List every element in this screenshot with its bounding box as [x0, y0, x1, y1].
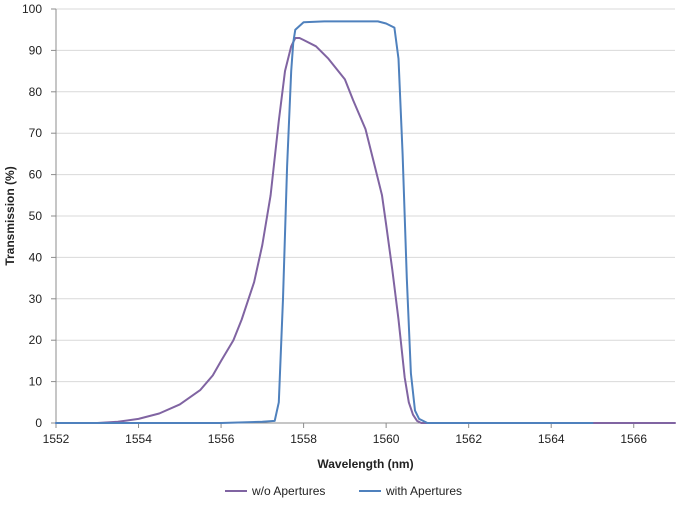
series-line-with-apertures	[55, 20, 594, 424]
x-tick-label: 1554	[125, 432, 152, 446]
y-axis-title: Transmission (%)	[3, 166, 17, 265]
series-line-without-apertures	[55, 37, 676, 424]
x-axis-title: Wavelength (nm)	[317, 457, 413, 471]
x-tick-label: 1566	[620, 432, 647, 446]
x-tick-label: 1558	[290, 432, 317, 446]
y-tick-label: 40	[29, 250, 43, 264]
x-tick-label: 1556	[208, 432, 235, 446]
legend: w/o Apertures with Apertures	[225, 484, 462, 498]
y-tick-label: 80	[29, 85, 43, 99]
y-tick-label: 90	[29, 43, 43, 57]
x-tick-label: 1552	[43, 432, 70, 446]
y-tick-label: 70	[29, 126, 43, 140]
x-tick-label: 1564	[538, 432, 565, 446]
legend-label: w/o Apertures	[251, 484, 325, 498]
gridlines	[56, 8, 675, 383]
y-tick-label: 50	[29, 209, 43, 223]
x-tick-label: 1562	[455, 432, 482, 446]
y-tick-label: 0	[35, 416, 42, 430]
tick-labels: 0 10 20 30 40 50 60 70 80 90 100 1552 1554 1556 1558 15…	[22, 2, 647, 446]
series-lines	[55, 20, 676, 424]
y-tick-label: 10	[29, 375, 43, 389]
y-tick-label: 100	[22, 2, 42, 16]
x-tick-label: 1560	[373, 432, 400, 446]
axes	[51, 8, 675, 428]
legend-label: with Apertures	[385, 484, 462, 498]
y-tick-label: 30	[29, 292, 43, 306]
y-tick-label: 60	[29, 168, 43, 182]
y-tick-label: 20	[29, 333, 43, 347]
